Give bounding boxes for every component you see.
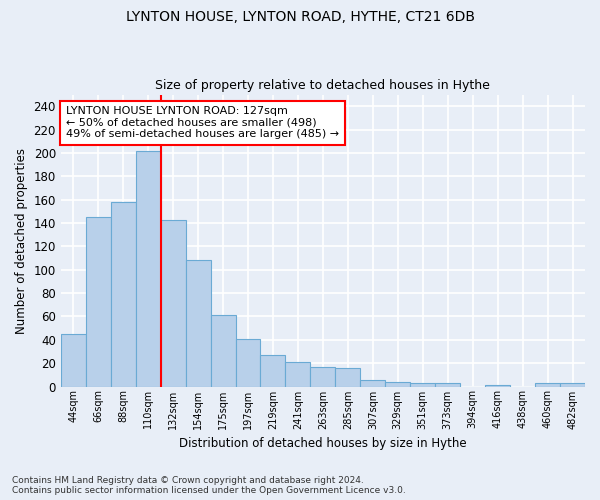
Bar [310,366,335,386]
Bar [560,383,585,386]
Bar [185,260,211,386]
Bar [410,383,435,386]
Bar [211,316,236,386]
Text: LYNTON HOUSE LYNTON ROAD: 127sqm
← 50% of detached houses are smaller (498)
49% : LYNTON HOUSE LYNTON ROAD: 127sqm ← 50% o… [66,106,339,140]
Bar [435,383,460,386]
Title: Size of property relative to detached houses in Hythe: Size of property relative to detached ho… [155,79,490,92]
Bar [335,368,361,386]
Bar [111,202,136,386]
Y-axis label: Number of detached properties: Number of detached properties [15,148,28,334]
Bar [161,220,185,386]
Bar [535,383,560,386]
Bar [361,380,385,386]
X-axis label: Distribution of detached houses by size in Hythe: Distribution of detached houses by size … [179,437,467,450]
Bar [136,150,161,386]
Bar [260,355,286,386]
Bar [286,362,310,386]
Text: Contains HM Land Registry data © Crown copyright and database right 2024.
Contai: Contains HM Land Registry data © Crown c… [12,476,406,495]
Bar [236,338,260,386]
Bar [385,382,410,386]
Bar [61,334,86,386]
Text: LYNTON HOUSE, LYNTON ROAD, HYTHE, CT21 6DB: LYNTON HOUSE, LYNTON ROAD, HYTHE, CT21 6… [125,10,475,24]
Bar [86,217,111,386]
